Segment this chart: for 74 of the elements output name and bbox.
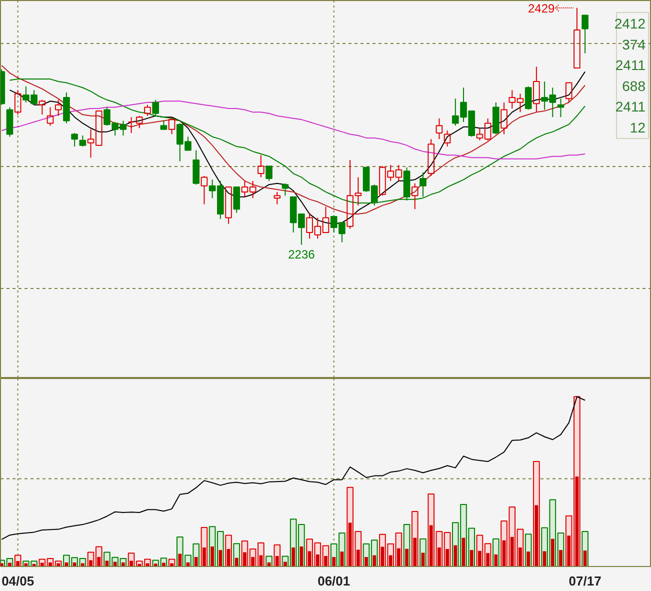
bar [300,546,304,566]
candlestick [54,99,62,116]
candlestick [200,176,208,205]
bar [478,550,482,566]
candlestick [225,186,232,224]
text: 2412 [614,16,646,32]
bar [372,555,376,566]
bar [202,547,206,566]
text: 2411 [615,98,646,115]
candlestick [500,102,508,135]
bar [396,548,400,566]
candlestick [436,118,443,140]
bar [308,551,312,566]
bar [526,552,530,566]
bar [583,550,587,566]
text: 688 [622,78,646,94]
bar [218,550,222,566]
bar [388,555,392,566]
bar [567,536,571,566]
candlestick [533,66,540,113]
bar [292,547,296,566]
candlestick [192,150,200,186]
candlestick [428,138,435,176]
bar [259,555,263,566]
bar [348,522,352,566]
bar [356,550,360,566]
bar [518,547,522,566]
bar [234,558,238,566]
candlestick [557,98,564,118]
bar [559,550,562,566]
candlestick [128,116,135,134]
bar [446,549,450,566]
bar [324,556,328,566]
bar [243,552,246,566]
bar [364,556,368,566]
bar [178,554,182,566]
candlestick [233,186,240,214]
bar [413,538,417,566]
annotation: 2236 [288,248,316,262]
text: 2411 [615,57,646,74]
candlestick [38,99,46,116]
candlestick [574,7,580,68]
bar [97,556,101,566]
bar [510,536,514,566]
candlestick [582,14,588,54]
bar [405,548,408,566]
bar [210,546,214,566]
candlestick [444,130,451,148]
bar [332,556,336,566]
text: 12 [630,120,646,136]
bar [470,550,474,566]
x-tick-label: 07/17 [568,574,602,588]
x-tick-label: 04/05 [2,574,34,588]
bar [194,556,198,566]
candlestick [274,191,281,205]
candlestick [420,172,426,198]
text: 374 [622,36,646,52]
x-tick-label: 06/01 [318,574,350,588]
bar [534,505,538,566]
candlestick [71,132,78,148]
bar [494,554,498,566]
annotation: 2429 [528,1,555,16]
bar [454,545,458,566]
bar [486,553,490,566]
candlestick [46,106,54,126]
candlestick [258,154,264,178]
bar [429,525,433,566]
candlestick [411,182,418,210]
bar [275,556,279,566]
bar [316,554,320,566]
candlestick [168,116,176,135]
bar [438,547,441,566]
candlestick [565,82,572,103]
bar [550,538,554,566]
